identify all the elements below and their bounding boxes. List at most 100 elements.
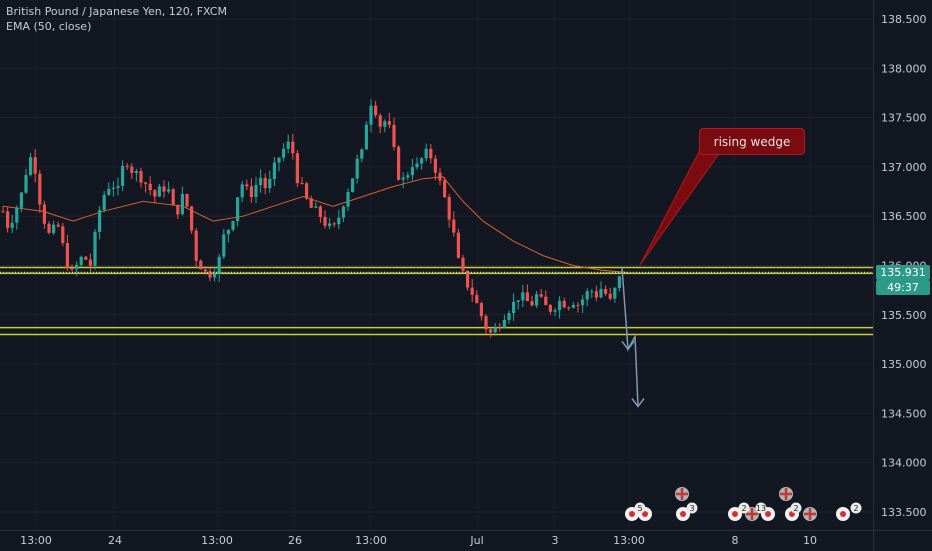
candle-body [167, 189, 171, 192]
candle-body [125, 165, 129, 167]
projection-arrowhead-mid [621, 340, 635, 351]
candle-body [222, 234, 226, 257]
candle-body [544, 296, 548, 306]
candle-body [277, 157, 281, 163]
candle-body [15, 207, 19, 223]
candle-body [203, 269, 207, 272]
candle-body [134, 171, 138, 173]
candle-body [498, 327, 502, 329]
candle-body [180, 194, 184, 215]
candle-body [314, 206, 318, 208]
candle-body [429, 148, 433, 159]
candle-body [415, 163, 419, 168]
candle-body [392, 124, 396, 147]
candle-body [539, 294, 543, 297]
candle-body [70, 268, 74, 270]
rising-wedge-label[interactable]: rising wedge [699, 128, 805, 155]
candle-body [328, 223, 332, 226]
candle-body [585, 291, 589, 300]
candle-body [341, 206, 345, 218]
candle-body [93, 231, 97, 266]
candle-body [102, 194, 106, 210]
candle-body [594, 291, 598, 298]
candle-body [65, 243, 69, 269]
candle-body [56, 224, 60, 227]
candle-body [406, 175, 410, 178]
candle-body [562, 300, 566, 308]
candle-body [571, 304, 575, 308]
candle-body [286, 141, 290, 149]
candle-body [19, 192, 23, 208]
candle-body [401, 177, 405, 180]
candle-body [438, 172, 442, 181]
last-price-tag: 135.931 [876, 264, 930, 280]
candle-body [502, 320, 506, 328]
candle-body [484, 316, 488, 330]
candle-body [466, 270, 470, 288]
event-count-badge [790, 502, 802, 514]
candle-body [558, 300, 562, 311]
candle-body [535, 294, 539, 306]
candle-body [332, 223, 336, 225]
candle-body [157, 186, 161, 197]
candle-body [10, 222, 14, 228]
event-count-text: 13 [756, 504, 766, 513]
candle-body [33, 157, 37, 174]
candle-body [516, 300, 520, 302]
candle-body [148, 183, 152, 191]
japan-flag-dot [642, 511, 648, 517]
candle-body [52, 224, 56, 233]
candle-body [424, 148, 428, 159]
candle-body [190, 206, 194, 231]
candle-body [139, 171, 143, 183]
candle-body [604, 289, 608, 294]
event-count-text: 2 [793, 504, 798, 513]
japan-flag-dot [840, 511, 846, 517]
event-count-badge [634, 502, 646, 514]
candle-body [548, 305, 552, 312]
candle-body [75, 264, 79, 270]
candle-body [199, 260, 203, 270]
horizontal-levels [0, 266, 873, 336]
candle-body [231, 221, 235, 230]
event-count-badge [755, 502, 767, 514]
candle-body [608, 293, 612, 299]
candle-body [461, 257, 465, 271]
candle-body [613, 287, 617, 299]
candle-body [240, 184, 244, 198]
candle-body [245, 184, 249, 187]
candle-body [581, 299, 585, 306]
candle-body [226, 229, 230, 235]
candle-body [208, 271, 212, 278]
candle-body [171, 189, 175, 205]
candle-body [410, 167, 414, 176]
time-axis[interactable] [0, 530, 873, 551]
candle-body [553, 310, 557, 312]
japan-flag-dot [765, 511, 771, 517]
candle-body [130, 166, 134, 173]
chart-legend: British Pound / Japanese Yen, 120, FXCM … [6, 4, 227, 34]
candle-body [38, 173, 42, 205]
candle-body [249, 186, 253, 198]
candle-body [567, 307, 571, 309]
candle-body [521, 292, 525, 301]
japan-flag-dot [680, 511, 686, 517]
candle-body [479, 303, 483, 317]
candle-body [236, 197, 240, 222]
candle-body [263, 177, 267, 189]
candle-body [590, 291, 594, 293]
candle-body [360, 149, 364, 159]
candle-body [217, 256, 221, 274]
candle-body [346, 192, 350, 207]
economic-events: 5 3 2 13 2 2 [625, 487, 862, 521]
candle-body [6, 211, 10, 228]
candle-body [144, 182, 148, 184]
event-count-text: 5 [637, 504, 642, 513]
grid-lines [0, 18, 873, 513]
candle-body [259, 177, 263, 185]
candle-body [116, 186, 120, 188]
candle-body [24, 175, 28, 193]
candle-body [42, 204, 46, 224]
